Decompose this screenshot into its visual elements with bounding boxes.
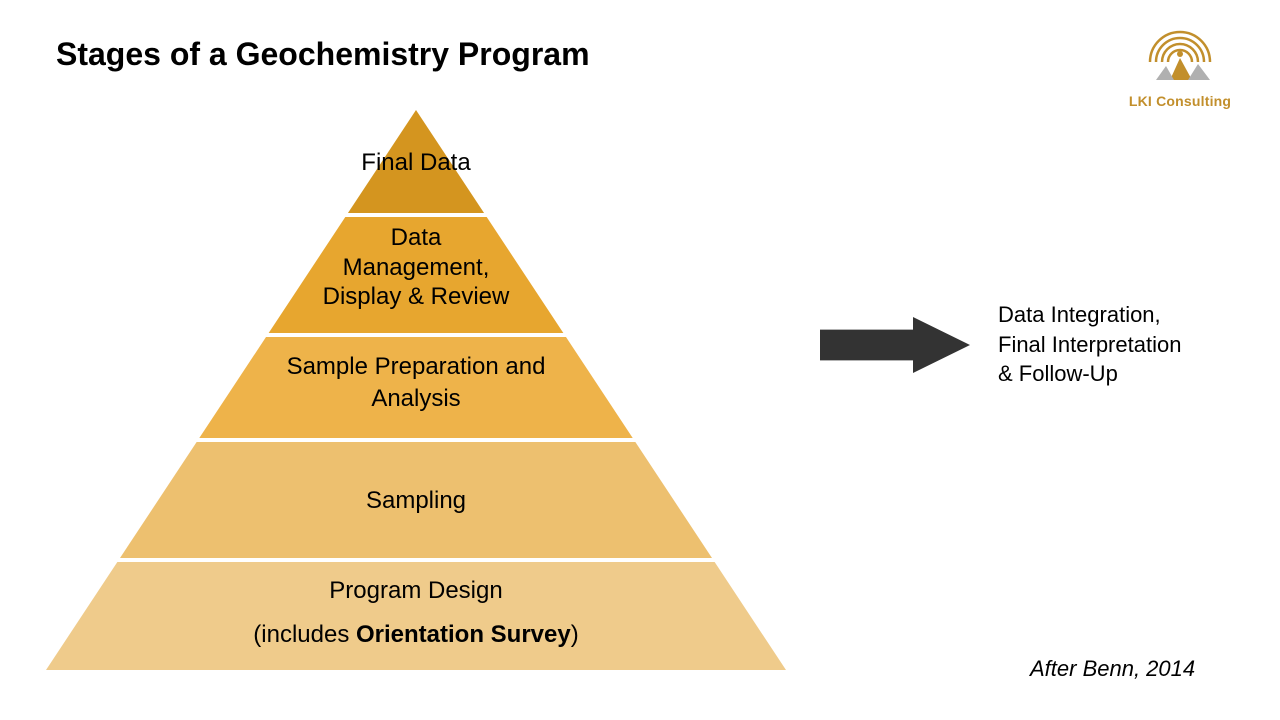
pyramid-label-line: (includes Orientation Survey) bbox=[36, 620, 796, 650]
brand-name: LKI Consulting bbox=[1110, 93, 1250, 109]
arrow-text: Data Integration,Final Interpretation& F… bbox=[998, 300, 1181, 389]
arrow-callout: Data Integration,Final Interpretation& F… bbox=[820, 300, 1181, 389]
pyramid-label-program-design: Program Design (includes Orientation Surv… bbox=[36, 576, 796, 650]
pyramid-label-line: Data bbox=[36, 224, 796, 252]
arrow-text-line: Data Integration, bbox=[998, 300, 1181, 330]
brand-logo: LKI Consulting bbox=[1110, 14, 1250, 109]
pyramid-label-line: Management, bbox=[36, 254, 796, 282]
pyramid-label-sample-prep: Sample Preparation andAnalysis bbox=[36, 352, 796, 414]
pyramid-label-line: Sampling bbox=[36, 486, 796, 516]
logo-graphic bbox=[1110, 14, 1250, 84]
arrow-text-line: & Follow-Up bbox=[998, 359, 1181, 389]
pyramid-label-line: Display & Review bbox=[36, 283, 796, 311]
pyramid-label-line: Sample Preparation and bbox=[36, 352, 796, 382]
arrow-right-icon bbox=[820, 317, 970, 373]
pyramid-label-final-data: Final Data bbox=[36, 148, 796, 178]
slide-title: Stages of a Geochemistry Program bbox=[56, 36, 590, 73]
pyramid-label-data-mgmt: DataManagement,Display & Review bbox=[36, 224, 796, 311]
arrow-text-line: Final Interpretation bbox=[998, 330, 1181, 360]
pyramid-label-sampling: Sampling bbox=[36, 486, 796, 516]
pyramid-diagram: Final Data DataManagement,Display & Revie… bbox=[36, 100, 796, 680]
pyramid-label-line: Analysis bbox=[36, 384, 796, 414]
pyramid-label-line: Final Data bbox=[36, 148, 796, 178]
citation: After Benn, 2014 bbox=[1030, 656, 1195, 682]
pyramid-label-line: Program Design bbox=[36, 576, 796, 606]
